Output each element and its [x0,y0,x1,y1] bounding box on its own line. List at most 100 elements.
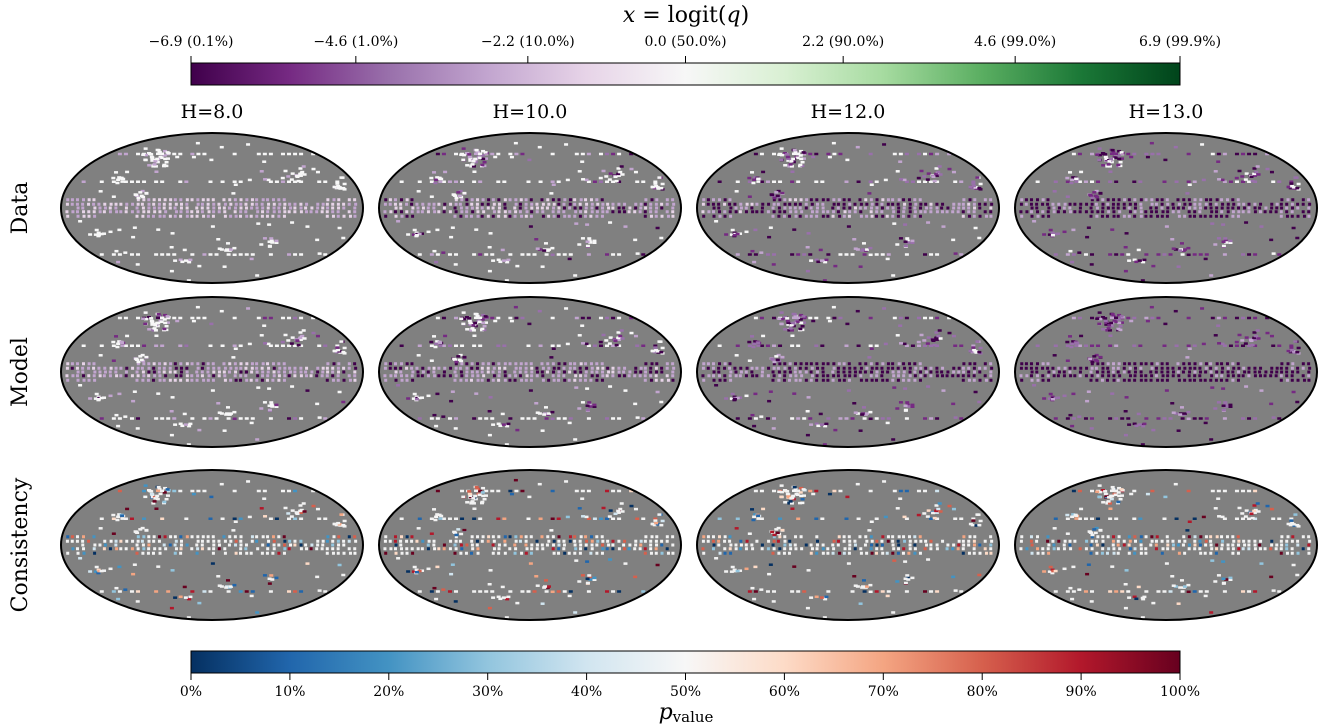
sky-pixel [421,202,425,206]
sky-pixel [1097,322,1102,326]
sky-pixel [154,507,159,510]
sky-pixel [973,370,977,374]
sky-pixel [1210,152,1215,156]
sky-pixel [429,590,434,593]
sky-pixel [474,485,479,489]
sky-pixel [1149,378,1153,382]
sky-pixel [978,206,982,210]
sky-pixel [447,590,452,593]
sky-pixel [520,378,524,382]
sky-pixel [782,489,787,492]
sky-pixel [869,547,873,551]
sky-pixel [1095,153,1100,156]
sky-pixel [447,253,452,256]
sky-pixel [620,173,625,176]
sky-pixel [81,370,85,374]
sky-pixel [530,210,534,214]
sky-pixel [862,590,867,593]
sky-pixel [1243,370,1247,374]
sky-pixel [1096,210,1100,214]
sky-pixel [902,342,907,346]
sky-pixel [785,155,790,159]
sky-pixel [1051,539,1055,543]
sky-pixel [919,333,924,337]
sky-pixel [134,357,139,361]
sky-pixel [580,324,585,327]
sky-pixel [1171,411,1176,414]
sky-pixel [465,202,469,206]
sky-pixel [172,489,177,493]
sky-pixel [1077,415,1082,418]
sky-pixel [454,196,459,200]
sky-pixel [776,539,780,543]
sky-pixel [232,246,237,250]
sky-pixel [274,517,279,520]
sky-pixel [239,539,243,543]
sky-pixel [354,366,358,370]
sky-pixel [1120,417,1125,420]
sky-pixel [453,206,457,210]
sky-pixel [222,370,226,374]
sky-pixel [1105,214,1109,218]
sky-pixel [756,177,761,180]
sky-pixel [272,202,276,206]
sky-pixel [245,198,249,202]
sky-pixel [232,180,237,183]
sky-pixel [482,328,487,332]
sky-pixel [874,417,879,420]
sky-pixel [316,543,320,547]
sky-pixel [239,378,243,382]
sky-pixel [136,152,141,156]
sky-pixel [87,210,91,214]
sky-pixel [1123,433,1128,437]
sky-pixel [470,198,474,202]
sky-pixel [1216,237,1221,240]
sky-pixel [299,417,304,420]
sky-pixel [117,176,122,179]
sky-pixel [1050,231,1055,235]
sky-pixel [1166,206,1170,210]
sky-pixel [472,344,477,347]
sky-pixel [158,378,162,382]
sky-pixel [607,206,611,210]
sky-pixel [1162,253,1167,256]
sky-pixel [268,316,273,320]
sky-pixel [779,495,784,499]
sky-pixel [792,228,797,231]
sky-pixel [946,370,950,374]
sky-pixel [583,378,587,382]
sky-pixel [957,543,961,547]
sky-pixel [1101,374,1105,378]
sky-pixel [535,411,540,414]
row-label: Data [8,182,33,235]
sky-pixel [460,517,465,520]
sky-pixel [934,174,939,177]
sky-pixel [233,520,238,523]
sky-pixel [497,198,501,202]
sky-pixel [712,378,716,382]
sky-pixel [858,206,862,210]
sky-pixel [206,362,210,366]
sky-pixel [573,543,577,547]
sky-pixel [869,347,874,350]
sky-pixel [1241,417,1246,420]
sky-pixel [908,374,912,378]
sky-pixel [179,214,183,218]
sky-pixel [383,539,387,543]
sky-pixel [225,406,230,409]
sky-pixel [399,370,403,374]
sky-pixel [450,390,455,393]
sky-pixel [1247,206,1251,210]
sky-pixel [498,424,503,428]
sky-pixel [99,253,104,256]
sky-pixel [1046,374,1050,378]
sky-pixel [321,202,325,206]
sky-pixel [546,412,551,415]
sky-pixel [388,366,392,370]
sky-pixel [1124,232,1129,235]
sky-pixel [1047,543,1051,547]
sky-pixel [870,214,874,218]
sky-pixel [654,539,658,543]
sky-pixel [874,344,879,347]
sky-pixel [573,535,577,539]
